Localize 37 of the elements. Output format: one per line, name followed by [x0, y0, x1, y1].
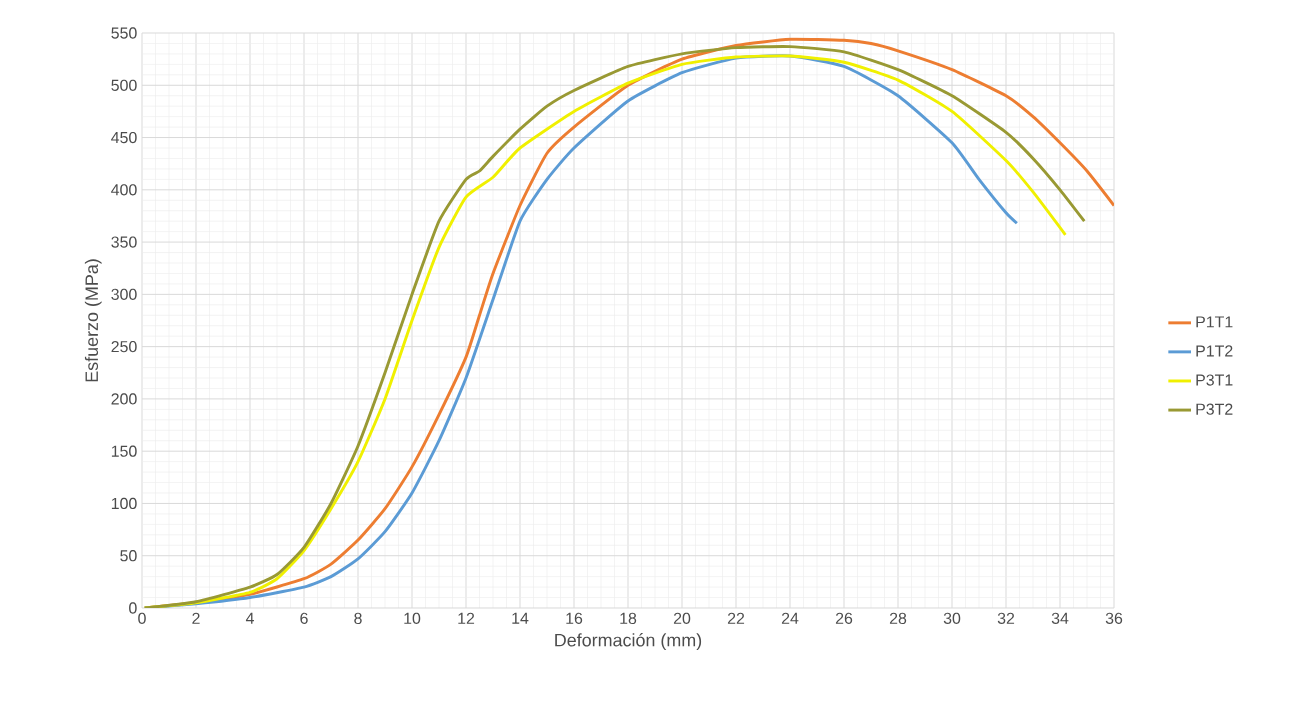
- x-tick-label: 4: [245, 612, 254, 624]
- x-tick-label: 18: [620, 612, 637, 624]
- y-tick-label: 500: [111, 79, 137, 91]
- y-tick-label: 300: [111, 288, 137, 300]
- x-tick-label: 0: [138, 612, 146, 624]
- x-tick-label: 2: [192, 612, 200, 624]
- x-tick-label: 32: [997, 612, 1015, 624]
- y-axis-title: Esfuerzo (MPa): [84, 259, 102, 382]
- x-tick-label: 22: [727, 612, 745, 624]
- y-tick-label: 0: [129, 602, 137, 614]
- x-tick-label: 28: [889, 612, 907, 624]
- x-tick-label: 14: [512, 612, 529, 624]
- x-tick-label: 8: [354, 612, 362, 624]
- x-tick-label: 36: [1105, 612, 1123, 624]
- y-tick-label: 150: [111, 445, 137, 457]
- y-tick-label: 100: [111, 497, 137, 510]
- x-tick-label: 24: [781, 612, 799, 624]
- y-tick-label: 550: [111, 27, 137, 39]
- legend-label: P1T2: [1196, 345, 1233, 357]
- legend-label: P1T1: [1196, 316, 1233, 328]
- y-tick-label: 50: [120, 550, 137, 562]
- y-tick-label: 350: [111, 236, 137, 248]
- y-tick-label: 450: [111, 131, 137, 144]
- legend-label: P3T1: [1196, 374, 1233, 386]
- x-tick-label: 10: [404, 612, 421, 624]
- x-axis-title: Deformación (mm): [555, 633, 702, 651]
- y-tick-label: 200: [111, 393, 137, 405]
- x-tick-label: 12: [458, 612, 475, 624]
- x-tick-label: 26: [835, 612, 853, 624]
- x-tick-label: 20: [673, 612, 691, 624]
- legend-label: P3T2: [1196, 403, 1233, 415]
- x-tick-label: 6: [300, 612, 308, 624]
- x-tick-label: 16: [566, 612, 583, 624]
- y-tick-label: 400: [111, 184, 137, 196]
- y-tick-label: 250: [111, 341, 137, 353]
- x-tick-label: 30: [943, 612, 961, 624]
- x-tick-label: 34: [1051, 612, 1069, 624]
